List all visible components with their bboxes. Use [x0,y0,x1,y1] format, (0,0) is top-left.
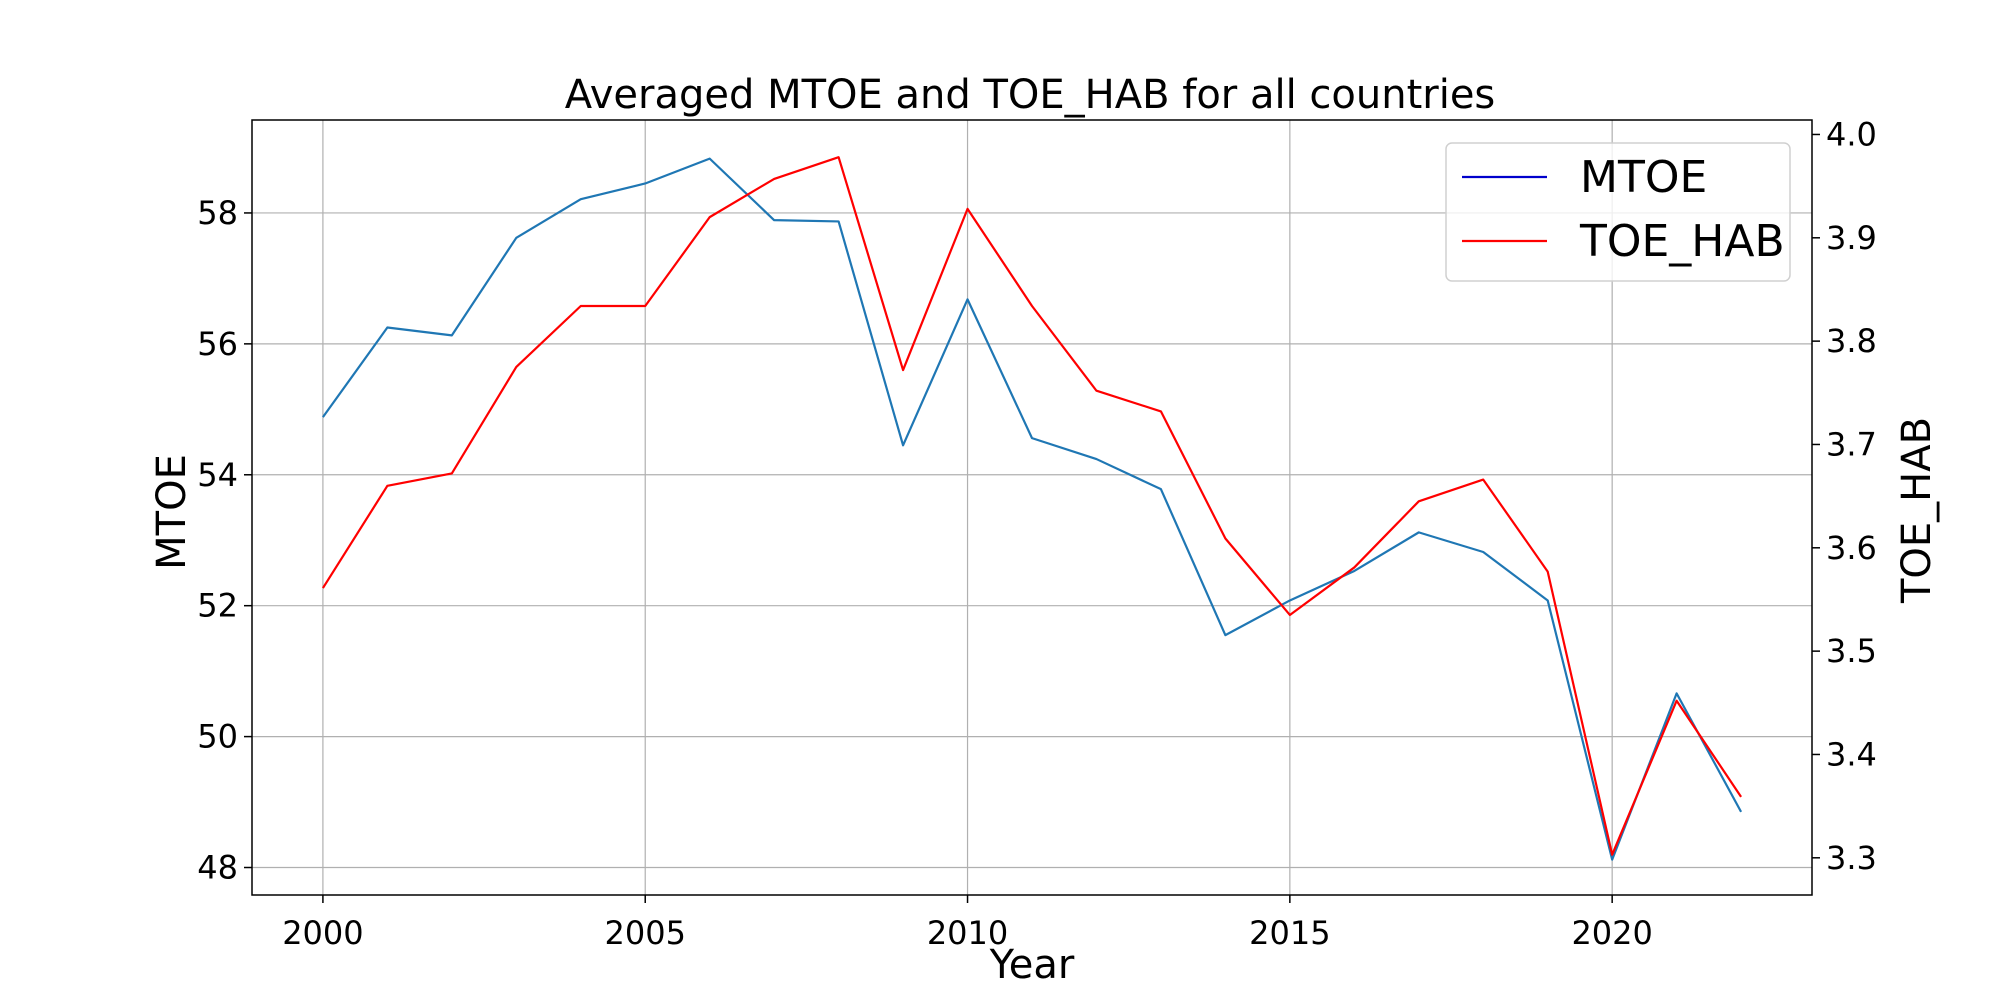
y-right-tick-label: 3.5 [1826,632,1877,670]
y-axis-right: 3.3 3.4 3.5 3.6 3.7 3.8 3.9 4.0 [1812,115,1877,877]
y-right-tick-label: 3.4 [1826,735,1877,773]
series-line-toe-hab [321,156,1743,856]
y-left-tick-label: 50 [197,718,238,756]
y-axis-left: 48 50 52 54 56 58 [197,194,252,887]
y-left-tick-label: 56 [197,325,238,363]
y-right-tick-label: 3.6 [1826,529,1877,567]
grid [252,120,1812,895]
series-line-mtoe [322,157,1743,861]
plot-frame [251,119,1813,896]
series-layer [321,156,1743,861]
y-right-tick-label: 3.8 [1826,322,1877,360]
x-tick-label: 2020 [1571,914,1652,952]
y-axis-right-title: TOE_HAB [1894,417,1940,604]
x-axis-title: Year [989,942,1075,988]
legend: MTOE TOE_HAB [1445,142,1791,282]
x-tick-label: 2000 [282,914,363,952]
y-left-tick-label: 54 [197,456,238,494]
y-axis-left-title: MTOE [149,454,195,570]
x-tick-label: 2015 [1249,914,1330,952]
y-left-tick-label: 58 [197,194,238,232]
x-tick-label: 2005 [605,914,686,952]
chart-title: Averaged MTOE and TOE_HAB for all countr… [565,72,1496,118]
legend-label-mtoe: MTOE [1580,152,1707,203]
y-left-tick-label: 52 [197,587,238,625]
x-axis: 2000 2005 2010 2015 2020 [282,895,1653,952]
y-right-tick-label: 4.0 [1826,115,1877,153]
y-right-tick-label: 3.9 [1826,219,1877,257]
y-left-tick-label: 48 [197,849,238,887]
y-right-tick-label: 3.3 [1826,839,1877,877]
legend-label-toe-hab: TOE_HAB [1579,216,1785,267]
x-tick-label: 2010 [927,914,1008,952]
y-right-tick-label: 3.7 [1826,425,1877,463]
